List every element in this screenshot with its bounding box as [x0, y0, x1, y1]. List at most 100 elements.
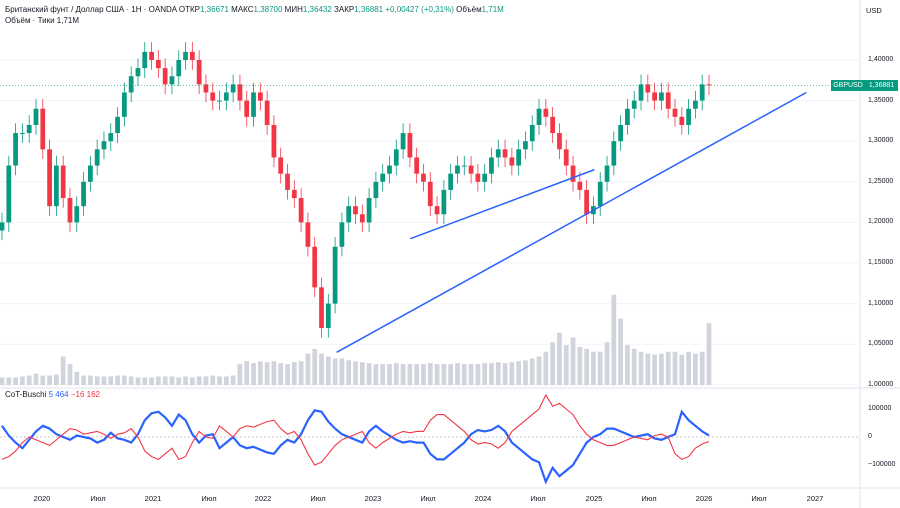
time-tick-label: Июл [310, 494, 326, 503]
time-tick-label: Июл [90, 494, 106, 503]
volume-bar [325, 356, 331, 385]
candle-body [441, 189, 447, 215]
volume-bar [502, 363, 508, 385]
volume-bar [706, 323, 712, 385]
volume-bar [346, 360, 352, 385]
cot-title: CoT-Buschi [5, 390, 47, 399]
candle-body [373, 181, 379, 199]
cot-series-red [1, 393, 710, 466]
candle-body [387, 165, 392, 174]
volume-bar [625, 345, 630, 385]
candle-body [414, 157, 420, 174]
volume-indicator-label: Объём · Тики 1,71M [5, 16, 80, 25]
candle-body [686, 108, 691, 125]
volume-bar [251, 363, 256, 385]
volume-bar [6, 377, 12, 385]
candle-body [33, 108, 39, 125]
candle-body [47, 149, 52, 207]
candle-body [625, 108, 630, 125]
volume-bar [516, 361, 522, 385]
volume-bar [155, 376, 161, 385]
volume-bar [570, 337, 576, 385]
time-tick-label: 2025 [585, 494, 603, 503]
volume-bar [353, 361, 358, 385]
volume-bar [455, 363, 460, 385]
candle-body [26, 124, 32, 134]
candle-body [230, 84, 236, 93]
volume-bar [285, 364, 290, 385]
low-value: 1,36432 [302, 5, 332, 14]
candle-body [210, 92, 216, 101]
candle-body [183, 51, 188, 60]
volume-bar [495, 362, 501, 385]
volume-bar [543, 351, 549, 385]
candle-body [278, 157, 284, 174]
volume-bar [631, 348, 637, 385]
volume-bar [74, 371, 80, 385]
cot-series-blue [1, 409, 710, 485]
candle-body [128, 76, 134, 93]
volume-bar [686, 351, 691, 385]
cot-blue-value: 5 464 [48, 390, 69, 399]
volume-bar [26, 375, 32, 385]
volume-bar [203, 376, 209, 385]
candle-body [74, 206, 80, 223]
volume-bar [387, 364, 392, 385]
volume-bar [169, 376, 175, 385]
volume-bar [659, 353, 664, 385]
volume-bar [591, 351, 596, 385]
volume-bar [618, 318, 624, 385]
candle-body [101, 141, 107, 150]
price-tick-label: 1,40000 [868, 56, 894, 63]
time-tick-label: 2020 [33, 494, 51, 503]
candle-body [142, 51, 148, 69]
time-tick-label: 2024 [474, 494, 492, 503]
volume-bar [135, 377, 141, 385]
candle-body [81, 181, 86, 207]
candle-body [305, 222, 311, 247]
volume-bar [94, 376, 100, 385]
candle-body [319, 287, 324, 328]
candle-body [665, 92, 671, 109]
price-tick-label: 1,30000 [868, 137, 894, 145]
candle-body [135, 68, 141, 77]
volume-bar [108, 376, 114, 385]
candle-body [40, 108, 46, 150]
time-tick-label: Июл [420, 494, 436, 503]
candle-body [67, 198, 73, 223]
volume-bar [237, 364, 243, 385]
candle-body [339, 222, 345, 247]
candle-body [149, 51, 154, 60]
price-tick-label: 1,35000 [868, 96, 894, 104]
candle-body [475, 173, 481, 182]
candle-body [196, 60, 202, 85]
candle-body [570, 165, 576, 182]
volume-bar [652, 354, 657, 385]
volume-bar [81, 375, 86, 385]
candle-body [482, 173, 488, 182]
volume-bar [162, 376, 168, 385]
candle-body [421, 173, 426, 182]
candle-body [251, 92, 256, 117]
volume-bar [359, 362, 365, 385]
volume-bar [196, 376, 202, 385]
volume-bar [189, 377, 195, 385]
candle-body [502, 149, 508, 158]
candle-body [679, 116, 685, 125]
candle-body [448, 173, 454, 190]
volume-bar [557, 332, 562, 385]
candle-body [121, 92, 127, 117]
candle-body [203, 84, 209, 93]
volume-bar [414, 364, 420, 385]
open-value: 1,36671 [200, 5, 229, 14]
candle-body [271, 124, 277, 158]
time-tick-label: Июл [201, 494, 217, 503]
candle-body [169, 76, 175, 85]
time-tick-label: Июл [641, 494, 657, 503]
time-tick-label: 2023 [364, 494, 382, 503]
candle-body [699, 84, 705, 101]
currency-label[interactable]: USD [866, 6, 882, 15]
candle-body [237, 84, 243, 101]
volume-bar [121, 375, 127, 385]
